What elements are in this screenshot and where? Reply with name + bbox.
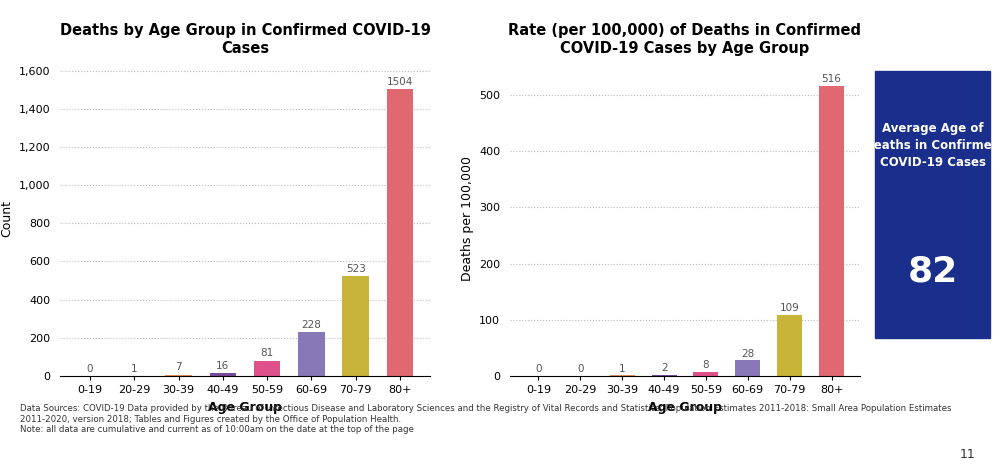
Text: 11: 11 xyxy=(959,447,975,461)
Bar xyxy=(819,86,844,376)
Text: 8: 8 xyxy=(703,360,709,370)
Y-axis label: Deaths per 100,000: Deaths per 100,000 xyxy=(461,156,474,281)
Text: 228: 228 xyxy=(301,320,321,330)
Title: Deaths by Age Group in Confirmed COVID-19
Cases: Deaths by Age Group in Confirmed COVID-1… xyxy=(60,24,430,56)
Y-axis label: Count: Count xyxy=(0,200,13,237)
Text: 523: 523 xyxy=(346,264,366,274)
Text: 7: 7 xyxy=(175,362,182,372)
Text: Average Age of
Deaths in Confirmed
COVID-19 Cases: Average Age of Deaths in Confirmed COVID… xyxy=(864,122,1000,169)
Bar xyxy=(254,360,280,376)
Text: 109: 109 xyxy=(780,303,800,313)
Text: 1: 1 xyxy=(131,363,138,374)
Text: 16: 16 xyxy=(216,360,229,371)
Text: Data Sources: COVID-19 Data provided by the Bureau of Infectious Disease and Lab: Data Sources: COVID-19 Data provided by … xyxy=(20,404,952,434)
Text: 0: 0 xyxy=(577,364,584,374)
Text: 0: 0 xyxy=(87,364,93,374)
Bar xyxy=(652,375,677,376)
X-axis label: Age Group: Age Group xyxy=(648,400,722,414)
Bar xyxy=(210,373,236,376)
Text: 2: 2 xyxy=(661,363,667,373)
Text: 0: 0 xyxy=(535,364,542,374)
Bar xyxy=(342,276,369,376)
Bar xyxy=(777,315,802,376)
Text: 1: 1 xyxy=(619,364,626,374)
Bar xyxy=(693,371,718,376)
Text: 28: 28 xyxy=(741,349,754,359)
Title: Rate (per 100,000) of Deaths in Confirmed
COVID-19 Cases by Age Group: Rate (per 100,000) of Deaths in Confirme… xyxy=(509,24,862,56)
Bar xyxy=(387,89,413,376)
Bar xyxy=(165,375,192,376)
X-axis label: Age Group: Age Group xyxy=(208,400,282,414)
Text: 516: 516 xyxy=(822,74,841,84)
Bar xyxy=(735,360,760,376)
Text: 82: 82 xyxy=(907,254,958,289)
Bar xyxy=(298,332,325,376)
Text: 81: 81 xyxy=(261,348,274,358)
Text: 1504: 1504 xyxy=(387,77,413,86)
